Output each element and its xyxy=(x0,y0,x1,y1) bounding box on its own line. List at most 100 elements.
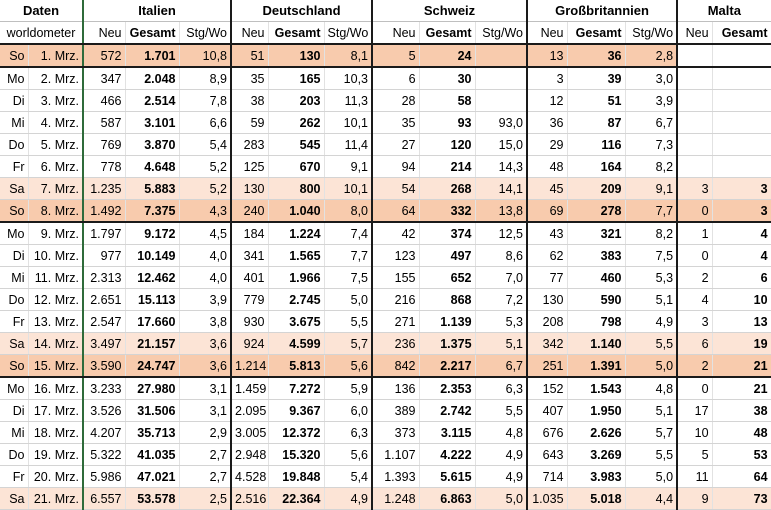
cell-italy-neu: 3.233 xyxy=(83,377,126,400)
header-source: worldometer xyxy=(0,21,84,45)
cell-switzerland-gesamt: 6.863 xyxy=(419,487,476,510)
cell-italy-gesamt: 2.514 xyxy=(125,89,180,112)
cell-switzerland-gesamt: 58 xyxy=(419,89,476,112)
cell-switzerland-gesamt: 214 xyxy=(419,155,476,178)
cell-malta-neu: 3 xyxy=(677,177,713,200)
cell-malta-gesamt: 4 xyxy=(712,244,771,267)
cell-uk-gesamt: 460 xyxy=(567,266,626,289)
cell-germany-gesamt: 5.813 xyxy=(268,354,325,378)
cell-switzerland-stgwo: 93,0 xyxy=(475,111,529,134)
cell-weekday: So xyxy=(0,44,29,68)
cell-germany-neu: 38 xyxy=(231,89,269,112)
cell-switzerland-neu: 6 xyxy=(372,67,420,90)
cell-italy-stgwo: 8,9 xyxy=(179,67,233,90)
cell-germany-stgwo: 10,1 xyxy=(324,111,374,134)
table-row: Mi 11. Mrz. 2.313 12.462 4,0 401 1.966 7,5 155 65… xyxy=(0,266,771,289)
cell-italy-gesamt: 4.648 xyxy=(125,155,180,178)
cell-italy-gesamt: 7.375 xyxy=(125,199,180,223)
cell-weekday: Di xyxy=(0,399,29,422)
cell-uk-stgwo: 5,7 xyxy=(625,421,679,444)
cell-switzerland-stgwo: 4,8 xyxy=(475,421,529,444)
cell-italy-stgwo: 10,8 xyxy=(179,44,233,68)
cell-switzerland-stgwo: 7,0 xyxy=(475,266,529,289)
cell-germany-stgwo: 7,4 xyxy=(324,222,374,245)
cell-italy-stgwo: 4,0 xyxy=(179,244,233,267)
cell-malta-neu: 10 xyxy=(677,421,713,444)
cell-uk-stgwo: 5,5 xyxy=(625,332,679,355)
cell-germany-stgwo: 8,0 xyxy=(324,199,374,223)
cell-germany-gesamt: 15.320 xyxy=(268,443,325,466)
cell-date: 7. Mrz. xyxy=(28,177,84,200)
header-country-malta: Malta xyxy=(677,0,771,22)
cell-switzerland-gesamt: 868 xyxy=(419,288,476,311)
cell-switzerland-neu: 94 xyxy=(372,155,420,178)
table-row: So 8. Mrz. 1.492 7.375 4,3 240 1.040 8,0 64 332 13… xyxy=(0,199,771,223)
cell-switzerland-neu: 155 xyxy=(372,266,420,289)
cell-italy-neu: 1.492 xyxy=(83,199,126,223)
cell-switzerland-stgwo xyxy=(475,67,529,90)
cell-switzerland-gesamt: 4.222 xyxy=(419,443,476,466)
table-row: Di 10. Mrz. 977 10.149 4,0 341 1.565 7,7 123 497 8… xyxy=(0,244,771,267)
cell-date: 8. Mrz. xyxy=(28,199,84,223)
cell-germany-neu: 51 xyxy=(231,44,269,68)
cell-uk-neu: 407 xyxy=(527,399,568,422)
cell-switzerland-stgwo xyxy=(475,89,529,112)
cell-switzerland-stgwo: 4,9 xyxy=(475,443,529,466)
cell-malta-neu: 11 xyxy=(677,465,713,488)
cell-date: 18. Mrz. xyxy=(28,421,84,444)
col-header-stgwo: Stg/Wo xyxy=(179,21,233,45)
cell-germany-gesamt: 545 xyxy=(268,133,325,156)
table-row: Sa 7. Mrz. 1.235 5.883 5,2 130 800 10,1 54 268 14,… xyxy=(0,177,771,200)
cell-switzerland-stgwo xyxy=(475,44,529,68)
cell-uk-stgwo: 9,1 xyxy=(625,177,679,200)
cell-germany-stgwo: 7,7 xyxy=(324,244,374,267)
cell-germany-neu: 1.459 xyxy=(231,377,269,400)
cell-date: 21. Mrz. xyxy=(28,487,84,510)
cell-italy-stgwo: 3,6 xyxy=(179,354,233,378)
cell-malta-neu xyxy=(677,155,713,178)
cell-weekday: Di xyxy=(0,244,29,267)
cell-switzerland-neu: 1.393 xyxy=(372,465,420,488)
table-row: Mo 2. Mrz. 347 2.048 8,9 35 165 10,3 6 30 3 39 3,0 xyxy=(0,67,771,90)
cell-italy-gesamt: 35.713 xyxy=(125,421,180,444)
cell-malta-neu: 0 xyxy=(677,377,713,400)
cell-italy-stgwo: 2,7 xyxy=(179,443,233,466)
cell-weekday: Do xyxy=(0,133,29,156)
cell-italy-stgwo: 2,7 xyxy=(179,465,233,488)
cell-malta-gesamt xyxy=(712,155,771,178)
cell-malta-neu xyxy=(677,67,713,90)
cell-weekday: Mi xyxy=(0,421,29,444)
cell-germany-neu: 924 xyxy=(231,332,269,355)
cell-date: 20. Mrz. xyxy=(28,465,84,488)
cell-germany-neu: 125 xyxy=(231,155,269,178)
cell-germany-stgwo: 5,9 xyxy=(324,377,374,400)
cell-germany-gesamt: 165 xyxy=(268,67,325,90)
cell-uk-gesamt: 1.391 xyxy=(567,354,626,378)
cell-uk-neu: 45 xyxy=(527,177,568,200)
cell-italy-stgwo: 4,3 xyxy=(179,199,233,223)
cell-switzerland-gesamt: 2.353 xyxy=(419,377,476,400)
cell-switzerland-gesamt: 2.742 xyxy=(419,399,476,422)
cell-uk-gesamt: 590 xyxy=(567,288,626,311)
cell-italy-neu: 2.313 xyxy=(83,266,126,289)
cell-malta-gesamt: 3 xyxy=(712,177,771,200)
cell-uk-neu: 130 xyxy=(527,288,568,311)
cell-germany-gesamt: 800 xyxy=(268,177,325,200)
cell-germany-stgwo: 11,3 xyxy=(324,89,374,112)
cell-switzerland-stgwo: 8,6 xyxy=(475,244,529,267)
cell-switzerland-gesamt: 1.375 xyxy=(419,332,476,355)
table-row: Sa 21. Mrz. 6.557 53.578 2,5 2.516 22.364 4,9 1.… xyxy=(0,487,771,510)
cell-switzerland-neu: 123 xyxy=(372,244,420,267)
cell-switzerland-neu: 42 xyxy=(372,222,420,245)
cell-germany-neu: 2.948 xyxy=(231,443,269,466)
cell-germany-neu: 401 xyxy=(231,266,269,289)
cell-uk-stgwo: 7,5 xyxy=(625,244,679,267)
cell-germany-neu: 341 xyxy=(231,244,269,267)
cell-switzerland-stgwo: 7,2 xyxy=(475,288,529,311)
table-row: Do 5. Mrz. 769 3.870 5,4 283 545 11,4 27 120 15,0 2… xyxy=(0,133,771,156)
cell-malta-neu xyxy=(677,133,713,156)
cell-switzerland-gesamt: 1.139 xyxy=(419,310,476,333)
cell-italy-neu: 769 xyxy=(83,133,126,156)
cell-italy-neu: 5.986 xyxy=(83,465,126,488)
cell-italy-gesamt: 5.883 xyxy=(125,177,180,200)
